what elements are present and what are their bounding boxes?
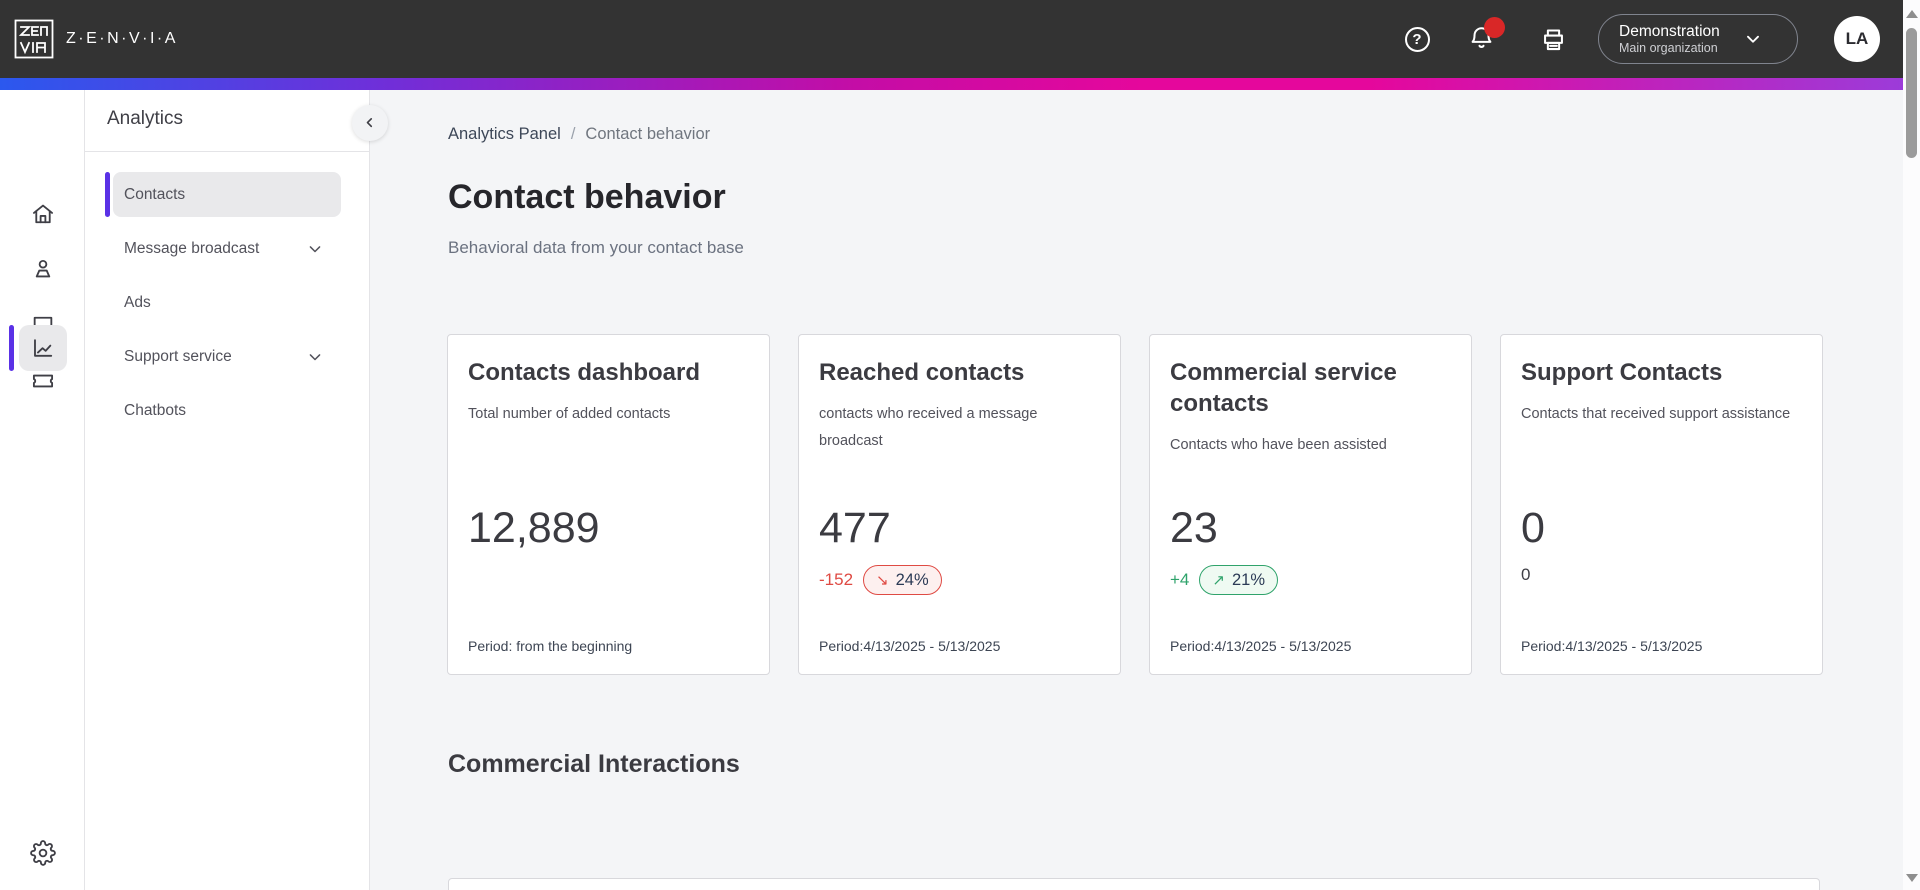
rail-item-home[interactable] xyxy=(0,201,85,227)
help-button[interactable]: ? xyxy=(1402,24,1432,54)
chevron-down-icon xyxy=(305,347,325,367)
chevron-down-icon xyxy=(305,239,325,259)
delta-value: 0 xyxy=(1521,565,1531,584)
card-value: 477 xyxy=(819,504,891,552)
ticket-icon xyxy=(30,368,56,394)
card-description: Total number of added contacts xyxy=(468,406,671,423)
breadcrumb-separator: / xyxy=(570,125,576,143)
main-content: Analytics Panel / Contact behavior Conta… xyxy=(370,90,1903,890)
sidebar-item-contacts[interactable]: Contacts xyxy=(105,172,341,217)
rail-item-campaigns[interactable] xyxy=(0,368,85,394)
analytics-sidebar: Analytics Contacts Message broadcast Ads… xyxy=(85,90,370,890)
card-value: 12,889 xyxy=(468,504,600,552)
card-delta: -152 ↘ 24% xyxy=(819,565,942,595)
card-period: Period:4/13/2025 - 5/13/2025 xyxy=(1170,638,1352,654)
page-scrollbar[interactable] xyxy=(1903,0,1920,890)
card-title: Commercial service contacts xyxy=(1170,359,1397,418)
topbar: Z·E·N·V·I·A ? xyxy=(0,0,1903,78)
gear-icon xyxy=(29,840,56,866)
person-icon xyxy=(30,256,56,282)
active-indicator xyxy=(105,172,110,217)
user-avatar[interactable]: LA xyxy=(1834,16,1880,62)
sidebar-item-label: Message broadcast xyxy=(124,239,260,257)
icon-rail xyxy=(0,90,85,890)
trend-up-icon: ↗ xyxy=(1212,572,1225,589)
brand-wordmark: Z·E·N·V·I·A xyxy=(66,30,178,47)
sidebar-item-label: Support service xyxy=(124,347,232,365)
card-support-contacts: Support Contacts Contacts that received … xyxy=(1500,334,1823,675)
card-delta: +4 ↗ 21% xyxy=(1170,565,1278,595)
card-contacts-dashboard: Contacts dashboard Total number of added… xyxy=(447,334,770,675)
sidebar-item-support-service[interactable]: Support service xyxy=(113,334,341,379)
page-title: Contact behavior xyxy=(448,178,726,216)
trend-badge: ↘ 24% xyxy=(863,565,942,595)
sidebar-item-message-broadcast[interactable]: Message broadcast xyxy=(113,226,341,271)
print-button[interactable] xyxy=(1538,24,1568,54)
sidebar-divider xyxy=(85,151,370,152)
notifications-button[interactable] xyxy=(1466,17,1505,54)
sidebar-title: Analytics xyxy=(107,108,184,129)
chart-icon xyxy=(30,335,56,361)
card-title: Support Contacts xyxy=(1521,359,1723,386)
card-title: Contacts dashboard xyxy=(468,359,701,386)
notification-badge xyxy=(1484,17,1505,38)
zenvia-logo-icon xyxy=(14,19,54,59)
card-title: Reached contacts xyxy=(819,359,1025,386)
organization-selector[interactable]: Demonstration Main organization xyxy=(1598,14,1798,64)
card-period: Period:4/13/2025 - 5/13/2025 xyxy=(1521,638,1703,654)
card-period: Period: from the beginning xyxy=(468,638,633,654)
sidebar-item-chatbots[interactable]: Chatbots xyxy=(113,388,341,433)
delta-value: -152 xyxy=(819,570,854,589)
breadcrumb-parent-link[interactable]: Analytics Panel xyxy=(448,125,561,143)
trend-badge: ↗ 21% xyxy=(1199,565,1278,595)
bell-icon xyxy=(1468,26,1495,53)
sidebar-item-label: Contacts xyxy=(124,185,186,203)
sidebar-item-label: Chatbots xyxy=(124,401,187,419)
rail-active-indicator xyxy=(9,325,14,371)
rail-item-settings[interactable] xyxy=(0,840,85,866)
scroll-down-arrow[interactable] xyxy=(1906,874,1918,882)
card-delta: 0 xyxy=(1521,565,1530,585)
sidebar-menu: Contacts Message broadcast Ads Support s… xyxy=(85,172,370,433)
card-period: Period:4/13/2025 - 5/13/2025 xyxy=(819,638,1001,654)
page-subtitle: Behavioral data from your contact base xyxy=(448,238,744,257)
card-description: Contacts that received support assistanc… xyxy=(1521,406,1791,423)
scroll-up-arrow[interactable] xyxy=(1906,10,1918,18)
section-heading-commercial-interactions: Commercial Interactions xyxy=(448,750,740,778)
card-value: 23 xyxy=(1170,504,1218,552)
chevron-left-icon xyxy=(360,113,380,133)
delta-percent: 21% xyxy=(1231,570,1265,589)
organization-name: Demonstration xyxy=(1619,22,1720,40)
rail-item-analytics[interactable] xyxy=(19,325,67,371)
organization-subtitle: Main organization xyxy=(1619,40,1718,55)
sidebar-item-ads[interactable]: Ads xyxy=(113,280,341,325)
kpi-cards-row: Contacts dashboard Total number of added… xyxy=(447,334,1823,675)
card-description: Contacts who have been assisted xyxy=(1170,437,1387,454)
sidebar-item-label: Ads xyxy=(124,293,151,311)
printer-icon xyxy=(1540,26,1567,53)
chevron-down-icon xyxy=(1742,28,1764,50)
breadcrumb: Analytics Panel / Contact behavior xyxy=(448,125,710,144)
card-description: contacts who received a message broadcas… xyxy=(819,406,1038,449)
delta-value: +4 xyxy=(1170,570,1190,589)
commercial-interactions-card xyxy=(448,878,1820,890)
trend-down-icon: ↘ xyxy=(876,572,889,589)
home-icon xyxy=(30,201,56,227)
delta-percent: 24% xyxy=(895,570,929,589)
rail-item-contacts[interactable] xyxy=(0,256,85,282)
brand-gradient-bar xyxy=(0,78,1903,90)
breadcrumb-current: Contact behavior xyxy=(585,125,711,143)
card-reached-contacts: Reached contacts contacts who received a… xyxy=(798,334,1121,675)
card-commercial-service-contacts: Commercial service contacts Contacts who… xyxy=(1149,334,1472,675)
help-icon: ? xyxy=(1404,26,1430,52)
scrollbar-thumb[interactable] xyxy=(1906,28,1917,158)
sidebar-collapse-button[interactable] xyxy=(352,105,388,141)
card-value: 0 xyxy=(1521,504,1545,552)
